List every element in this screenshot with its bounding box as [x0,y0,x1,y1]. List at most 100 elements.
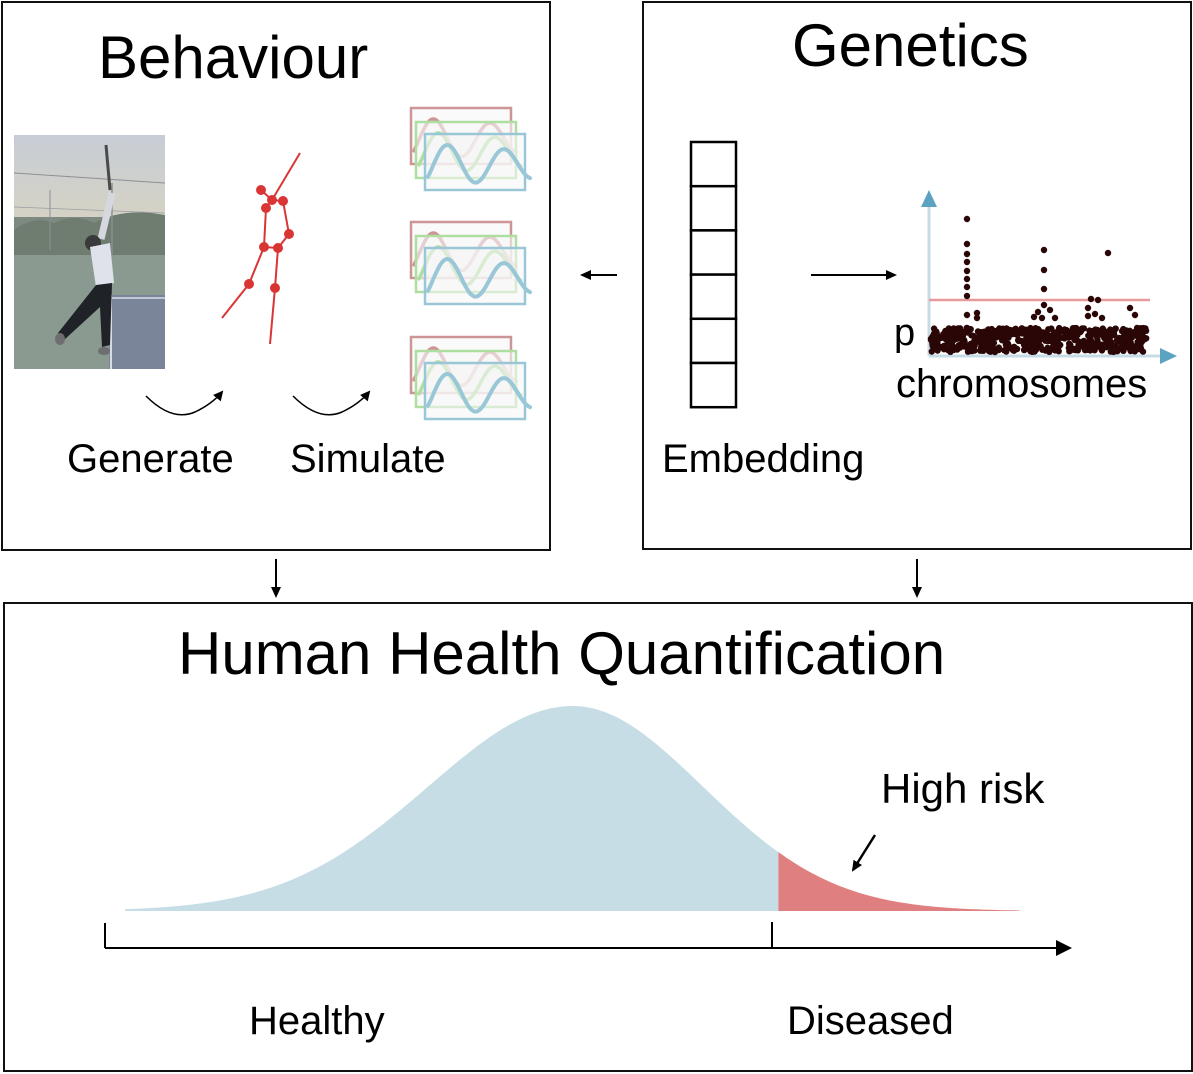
snp-point [1126,304,1134,312]
snp-point [1006,326,1014,334]
snp-point [987,344,994,351]
snp-point [1139,348,1147,355]
snp-point [1084,304,1092,312]
signal-wave [426,371,532,414]
snp-point [1130,343,1137,350]
snp-point [1031,333,1039,341]
snp-point [1020,346,1028,354]
snp-point [1053,329,1060,336]
embedding-cell [689,140,738,188]
snp-point [1040,266,1048,274]
pose-skeleton [221,152,301,345]
snp-point [1067,347,1074,354]
snp-point [981,342,988,350]
snp-point [1072,324,1079,332]
snp-point [1112,346,1119,353]
snp-point [1091,310,1099,318]
snp-point [1084,312,1092,320]
snp-point [1068,330,1076,337]
genetics-title: Genetics [792,12,1029,79]
snp-point [1081,347,1089,354]
snp-point [967,326,974,333]
snp-point [942,336,949,343]
simulate-label: Simulate [290,437,446,481]
snp-point [1040,301,1048,309]
snp-point [1044,345,1051,352]
signal-stack [409,106,532,192]
snp-point [1120,336,1128,343]
snp-point [1032,327,1040,334]
snp-point [944,327,951,334]
snp-point [973,309,981,317]
embedding-cell [689,317,738,365]
signal-stack [409,335,532,421]
snp-point [1018,325,1025,332]
snp-point [1030,313,1038,321]
snp-point [963,275,971,283]
snp-point [998,337,1006,344]
manhattan-plot [921,190,1177,364]
snp-point [959,337,966,344]
embedding-cell [689,361,738,409]
snp-point [963,240,971,248]
snp-point [1087,295,1095,303]
plot-x-label: chromosomes [896,362,1148,406]
snp-point [956,329,963,336]
snp-point [1113,336,1121,344]
signal-wave [426,142,532,185]
signal-wave [426,256,532,299]
snp-point [1098,314,1106,322]
snp-point [1094,296,1102,304]
snp-point [1131,311,1139,319]
snp-point [1074,347,1082,354]
snp-point [986,329,994,336]
snp-point [995,346,1002,354]
snp-point [1040,246,1048,254]
high-risk-area [778,852,1020,911]
simulate-arrow-icon [292,390,371,416]
snp-point [1105,330,1113,337]
snp-point [963,258,971,266]
simulated-signals [409,106,532,421]
snp-point [1099,325,1107,332]
snp-point [1104,249,1112,257]
athlete-photo [14,135,165,369]
snp-point [1111,331,1118,338]
snp-point [1014,331,1021,338]
health-axis-arrow-icon [1056,940,1072,956]
snp-point [1112,325,1119,332]
snp-point [1039,346,1046,353]
snp-point [1034,308,1042,316]
snp-point [1036,337,1043,344]
embedding-cell [689,273,738,321]
snp-point [963,311,971,319]
snp-point [1142,325,1149,332]
y-axis-arrow-icon [921,190,937,207]
generate-label: Generate [67,437,234,481]
snp-point [1118,327,1126,335]
snp-point [1051,314,1059,322]
snp-point [973,314,981,322]
generate-arrow-icon [145,390,224,416]
snp-point [940,346,948,353]
snp-point [1125,342,1132,350]
snp-point [970,332,977,340]
snp-point [1055,343,1063,350]
snp-point [1100,331,1107,338]
snp-point [1087,336,1095,343]
skeleton-arm-raised [271,152,301,201]
snp-point [1133,332,1141,340]
snp-point [1045,326,1052,333]
snp-point [1079,338,1087,345]
snp-point [1038,314,1046,322]
snp-point [1007,344,1014,352]
embedding-label: Embedding [662,437,865,481]
health-distribution [125,706,1020,911]
snp-point [990,339,998,347]
behaviour-title: Behaviour [98,24,369,91]
snp-point [1118,341,1126,349]
snp-point [995,326,1003,333]
snp-point [932,333,939,340]
snp-point [951,329,958,337]
